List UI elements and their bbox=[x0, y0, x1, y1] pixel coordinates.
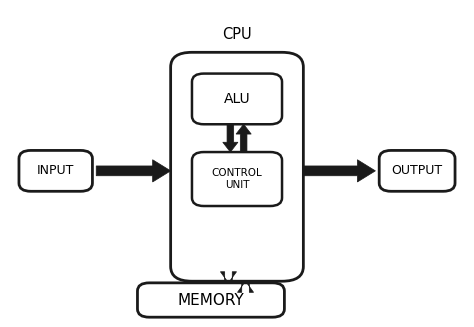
FancyBboxPatch shape bbox=[192, 74, 282, 124]
Polygon shape bbox=[223, 124, 238, 152]
FancyBboxPatch shape bbox=[171, 52, 303, 281]
Polygon shape bbox=[237, 281, 254, 292]
FancyBboxPatch shape bbox=[19, 150, 92, 191]
FancyBboxPatch shape bbox=[192, 152, 282, 206]
Text: INPUT: INPUT bbox=[37, 164, 74, 177]
Text: OUTPUT: OUTPUT bbox=[392, 164, 443, 177]
FancyBboxPatch shape bbox=[137, 283, 284, 317]
Text: ALU: ALU bbox=[224, 92, 250, 106]
Text: CONTROL
UNIT: CONTROL UNIT bbox=[211, 168, 263, 190]
Text: CPU: CPU bbox=[222, 27, 252, 42]
Polygon shape bbox=[236, 124, 251, 152]
Text: MEMORY: MEMORY bbox=[178, 293, 244, 307]
FancyBboxPatch shape bbox=[379, 150, 455, 191]
Polygon shape bbox=[96, 160, 171, 182]
Polygon shape bbox=[303, 160, 375, 182]
Polygon shape bbox=[220, 272, 237, 283]
